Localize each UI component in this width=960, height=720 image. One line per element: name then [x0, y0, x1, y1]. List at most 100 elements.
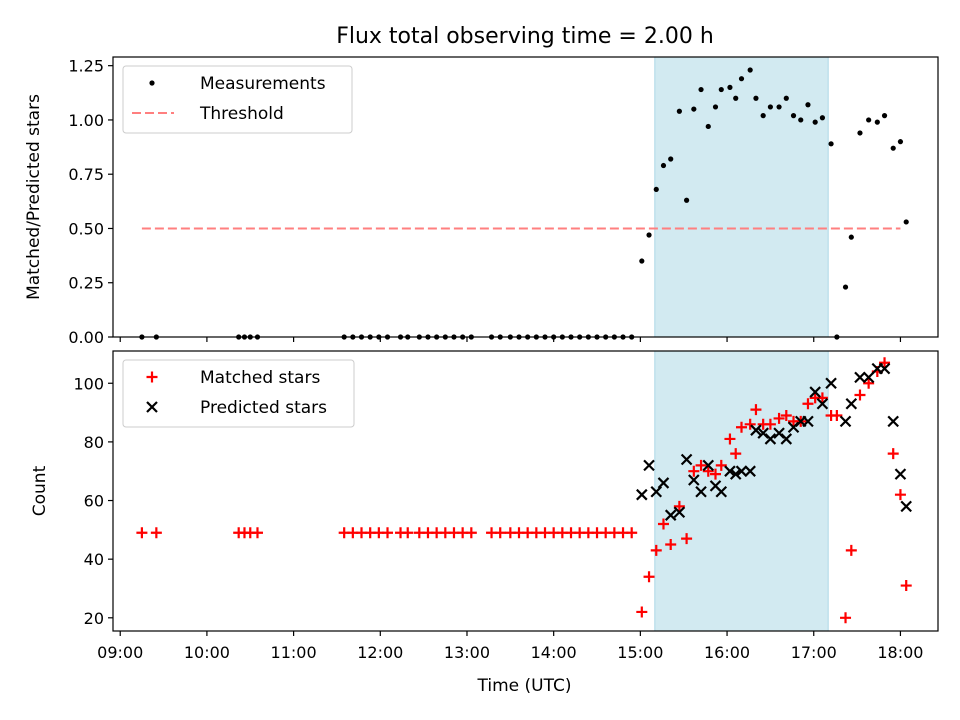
y-tick-label: 1.25: [68, 57, 104, 76]
predicted-stars-point: [657, 477, 670, 489]
matched-stars-point: [382, 527, 394, 539]
predicted-stars-point: [729, 468, 742, 480]
matched-stars-point: [879, 357, 891, 369]
predicted-stars-point: [802, 415, 814, 428]
matched-stars-point: [736, 421, 748, 433]
legend-box: [122, 65, 353, 134]
measurement-point: [881, 113, 888, 119]
measurement-point: [790, 113, 797, 119]
matched-stars-point: [626, 527, 638, 539]
y-tick-label: 20: [84, 609, 104, 628]
y-tick-label: 80: [84, 433, 104, 452]
measurement-point: [727, 84, 733, 90]
matched-stars-point: [750, 404, 762, 416]
y-tick-label: 0.25: [68, 274, 104, 293]
matched-stars-point: [724, 433, 736, 445]
matched-stars-point: [681, 533, 693, 545]
measurement-point: [747, 67, 753, 73]
measurement-point: [738, 76, 745, 82]
measurement-point: [866, 117, 872, 123]
matched-stars-point: [251, 527, 263, 539]
x-tick-label: 18:00: [877, 643, 923, 662]
matched-stars-point: [845, 544, 857, 556]
predicted-stars-point: [695, 485, 707, 498]
predicted-stars-point: [825, 377, 837, 390]
matched-stars-point: [673, 500, 685, 512]
measurement-point: [890, 145, 896, 151]
legend-label: Matched stars: [200, 368, 320, 388]
matched-stars-point: [688, 465, 700, 477]
predicted-stars-point: [735, 465, 748, 477]
measurement-point: [819, 115, 826, 121]
x-tick-label: 09:00: [97, 643, 143, 662]
x-tick-label: 17:00: [791, 643, 837, 662]
legend-matched-swatch: [146, 371, 158, 383]
measurement-point: [897, 139, 904, 145]
measurement-point: [828, 141, 834, 147]
matched-stars-point: [887, 448, 899, 460]
predicted-stars-point: [702, 459, 715, 472]
predicted-stars-point: [650, 485, 663, 498]
predicted-stars-point: [862, 371, 875, 384]
measurement-point: [698, 86, 704, 93]
predicted-stars-point: [636, 488, 648, 501]
x-tick-label: 16:00: [704, 643, 750, 662]
legend-box: [122, 359, 355, 428]
predicted-stars-point: [854, 371, 866, 384]
measurement-point: [646, 232, 652, 238]
predicted-stars-point: [680, 453, 693, 466]
matched-stars-point: [802, 398, 814, 410]
predicted-stars-point: [809, 386, 821, 398]
predicted-stars-point: [750, 424, 762, 436]
matched-stars-point: [840, 612, 852, 624]
matched-stars-point: [764, 418, 776, 430]
measurement-point: [874, 119, 880, 125]
matched-stars-point: [695, 459, 707, 471]
legend-predicted-swatch: [146, 401, 158, 413]
measurement-point: [776, 104, 782, 110]
observing-window-shade: [654, 351, 829, 631]
predicted-stars-point: [894, 468, 907, 480]
matched-stars-point: [402, 527, 414, 539]
axes-frame: [112, 350, 939, 632]
legend-label: Measurements: [200, 74, 326, 94]
measurement-point: [683, 197, 690, 203]
legend-label: Predicted stars: [200, 398, 327, 418]
measurement-point: [812, 119, 818, 125]
measurement-point: [798, 117, 804, 123]
matched-stars-point: [900, 580, 912, 592]
matched-stars-point: [709, 468, 721, 480]
x-tick-label: 15:00: [617, 643, 663, 662]
measurement-point: [753, 95, 759, 101]
measurement-point: [668, 156, 674, 162]
predicted-stars-point: [715, 485, 728, 498]
predicted-stars-point: [845, 397, 858, 410]
x-tick-label: 11:00: [271, 643, 317, 662]
measurement-point: [848, 234, 854, 240]
measurement-point: [857, 130, 863, 136]
predicted-stars-point: [900, 500, 912, 513]
matched-stars-point: [894, 489, 906, 501]
legend-label: Threshold: [199, 104, 284, 124]
observing-window-shade: [654, 57, 829, 337]
y-tick-label: 100: [73, 374, 104, 393]
y-tick-label: 0.00: [68, 328, 104, 347]
matched-stars-point: [780, 410, 792, 422]
measurement-point: [842, 284, 849, 290]
x-axis-label: Time (UTC): [477, 676, 572, 696]
measurement-point: [660, 162, 667, 169]
matched-stars-point: [773, 412, 785, 424]
matched-stars-point: [730, 448, 742, 460]
count-panel: 20 40 60 80 100 09:00 10:00 11:00 12:00 13:00 14:0…: [30, 350, 939, 696]
predicted-stars-point: [816, 397, 829, 410]
x-tick-label: 10:00: [184, 643, 230, 662]
y-tick-label: 0.75: [68, 165, 104, 184]
predicted-stars-point: [764, 433, 777, 445]
matched-stars-point: [816, 392, 828, 404]
y-axis-label: Count: [30, 465, 50, 516]
matched-stars-point: [657, 518, 669, 530]
axes-frame: [112, 56, 939, 338]
y-tick-label: 0.50: [68, 219, 104, 238]
measurement-point: [712, 104, 719, 110]
